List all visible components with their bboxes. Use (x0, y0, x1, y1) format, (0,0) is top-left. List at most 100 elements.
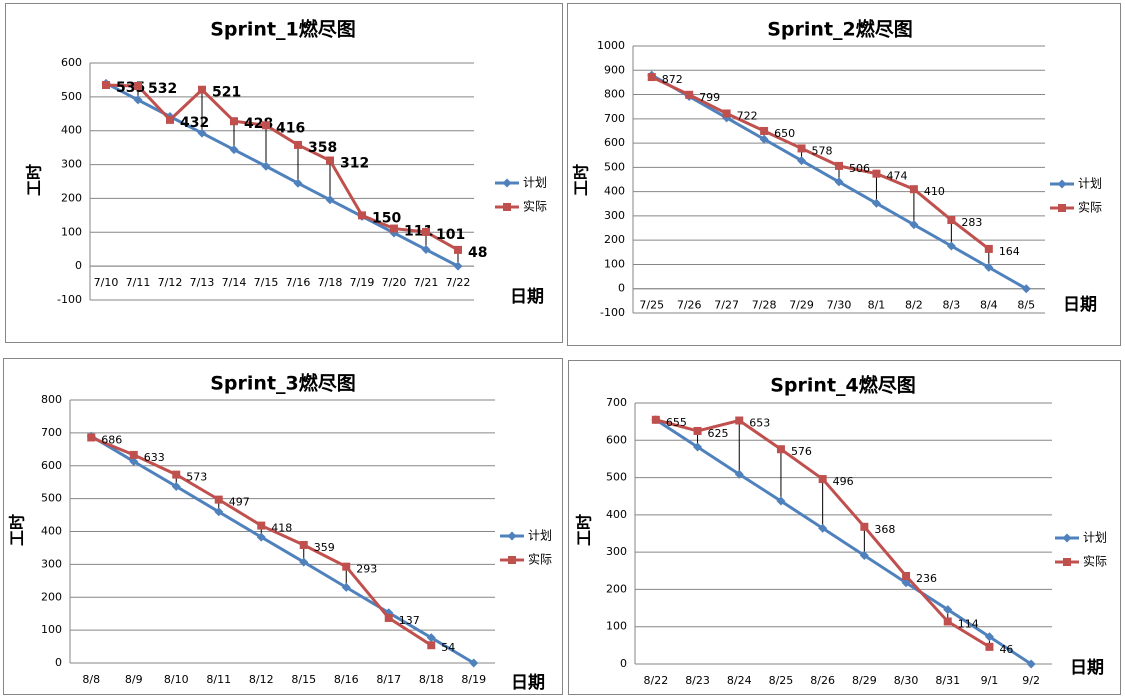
x-axis-title: 日期 (510, 287, 544, 307)
marker (776, 445, 785, 454)
data-label: 576 (791, 445, 812, 458)
x-tick-label: 8/30 (894, 674, 919, 687)
data-label: 46 (999, 643, 1013, 656)
data-label: 506 (849, 162, 870, 175)
x-tick-label: 7/22 (446, 276, 471, 289)
legend-marker (1057, 179, 1067, 189)
marker (1021, 284, 1031, 294)
marker (256, 532, 266, 542)
marker (198, 85, 206, 94)
y-tick-label: 500 (41, 492, 62, 505)
data-label: 368 (874, 523, 895, 536)
panel-border (567, 3, 1121, 346)
data-label: 496 (833, 475, 854, 488)
x-tick-label: 7/16 (286, 276, 311, 289)
series-line (90, 434, 475, 665)
y-tick-label: 400 (606, 508, 627, 521)
marker (902, 572, 911, 581)
y-tick-label: 600 (41, 459, 62, 472)
marker (943, 605, 953, 615)
x-tick-label: 8/25 (769, 674, 794, 687)
x-tick-label: 7/11 (126, 276, 151, 289)
y-tick-label: 600 (606, 433, 627, 446)
y-tick-label: 400 (61, 124, 82, 137)
x-tick-label: 7/26 (677, 299, 702, 312)
x-axis-title: 日期 (1070, 658, 1104, 678)
y-tick-label: -100 (57, 293, 82, 306)
marker (261, 161, 271, 171)
x-tick-label: 7/18 (318, 276, 343, 289)
x-tick-label: 7/28 (752, 299, 777, 312)
data-label: 633 (144, 451, 165, 464)
marker (133, 95, 143, 105)
data-label: 521 (212, 85, 241, 101)
marker (134, 82, 142, 91)
marker (860, 522, 869, 531)
data-label: 114 (958, 617, 979, 630)
marker (262, 121, 270, 130)
x-tick-label: 8/17 (376, 673, 401, 686)
marker (647, 73, 656, 82)
data-label: 655 (666, 416, 687, 429)
legend-label: 计划 (1078, 177, 1102, 191)
marker (293, 178, 303, 188)
data-label: 418 (271, 522, 292, 535)
y-tick-label: 400 (41, 525, 62, 538)
marker (171, 481, 181, 491)
data-label: 416 (276, 120, 305, 136)
x-tick-label: 8/24 (727, 674, 752, 687)
data-label: 532 (148, 81, 177, 97)
marker (341, 582, 351, 592)
legend-marker (507, 531, 517, 541)
x-tick-label: 8/16 (334, 673, 359, 686)
marker (384, 613, 393, 622)
data-label: 410 (924, 185, 945, 198)
marker (776, 496, 786, 506)
x-tick-label: 7/14 (222, 276, 247, 289)
y-tick-label: 200 (41, 590, 62, 603)
x-tick-label: 7/29 (789, 299, 814, 312)
marker (909, 185, 918, 194)
legend-marker (1063, 558, 1071, 566)
marker (947, 216, 956, 225)
panel-border (5, 3, 563, 343)
x-tick-label: 7/10 (94, 276, 119, 289)
data-label: 625 (708, 427, 729, 440)
x-tick-label: 9/1 (981, 674, 999, 687)
marker (469, 658, 479, 668)
x-tick-label: 7/30 (827, 299, 852, 312)
y-tick-label: 1000 (597, 39, 625, 52)
legend-marker (1058, 204, 1066, 212)
y-tick-label: 400 (604, 185, 625, 198)
marker (760, 126, 769, 135)
marker (797, 156, 807, 166)
y-tick-label: 100 (604, 257, 625, 270)
y-tick-label: 0 (620, 657, 627, 670)
x-tick-label: 8/2 (905, 299, 923, 312)
chart-title: Sprint_1燃尽图 (210, 18, 356, 41)
y-tick-label: 300 (41, 557, 62, 570)
x-tick-label: 7/27 (714, 299, 739, 312)
legend-marker (508, 556, 516, 564)
data-label: 497 (229, 496, 250, 509)
panel-border (568, 360, 1121, 695)
y-tick-label: 100 (41, 623, 62, 636)
y-axis-title: 工时 (575, 514, 594, 546)
marker (984, 262, 994, 272)
x-tick-label: 8/11 (206, 673, 231, 686)
y-tick-label: -100 (600, 306, 625, 319)
x-tick-label: 8/4 (980, 299, 998, 312)
marker (166, 115, 174, 124)
legend-label: 实际 (528, 552, 552, 567)
y-tick-label: 100 (61, 225, 82, 238)
data-label: 799 (699, 91, 720, 104)
y-tick-label: 700 (604, 112, 625, 125)
data-label: 474 (886, 170, 907, 183)
marker (985, 642, 994, 651)
x-tick-label: 7/12 (158, 276, 183, 289)
x-tick-label: 7/15 (254, 276, 279, 289)
y-axis-title: 工时 (25, 164, 44, 196)
y-tick-label: 0 (75, 259, 82, 272)
legend-marker (1062, 533, 1072, 543)
x-tick-label: 7/19 (350, 276, 375, 289)
